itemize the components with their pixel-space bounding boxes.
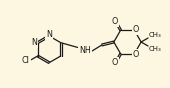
Text: O: O <box>112 58 118 67</box>
Text: N: N <box>46 30 52 39</box>
Text: O: O <box>133 25 139 34</box>
Text: Cl: Cl <box>22 56 30 65</box>
Text: NH: NH <box>79 46 91 55</box>
Text: CH₃: CH₃ <box>149 32 162 37</box>
Text: N: N <box>31 38 37 47</box>
Text: O: O <box>112 17 118 26</box>
Text: CH₃: CH₃ <box>149 46 162 53</box>
Text: O: O <box>133 50 139 59</box>
